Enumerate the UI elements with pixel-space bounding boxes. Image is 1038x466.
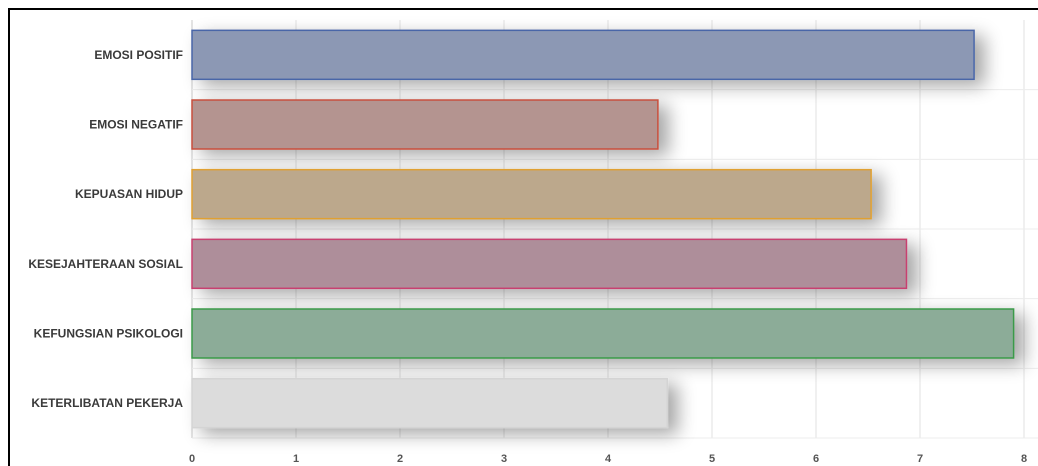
category-label: KESEJAHTERAAN SOSIAL — [28, 257, 183, 271]
category-label: KETERLIBATAN PEKERJA — [31, 396, 183, 410]
category-label: KEPUASAN HIDUP — [75, 187, 183, 201]
gridlines — [191, 20, 1038, 439]
bar — [191, 377, 669, 429]
x-tick-label: 1 — [293, 453, 299, 465]
category-label: EMOSI NEGATIF — [89, 118, 183, 132]
bar — [191, 99, 659, 150]
x-tick-label: 8 — [1021, 453, 1027, 465]
x-tick-label: 4 — [605, 453, 612, 465]
category-label: KEFUNGSIAN PSIKOLOGI — [34, 327, 183, 341]
bars — [191, 29, 1015, 429]
x-tick-label: 0 — [189, 453, 195, 465]
x-tick-label: 7 — [917, 453, 923, 465]
bar — [191, 308, 1015, 359]
category-labels: EMOSI POSITIF EMOSI NEGATIF KEPUASAN HIDUP… — [28, 48, 183, 410]
bar — [191, 168, 872, 220]
chart-frame: EMOSI POSITIF EMOSI NEGATIF KEPUASAN HIDUP… — [8, 8, 1038, 466]
bar — [191, 238, 908, 290]
category-label: EMOSI POSITIF — [94, 48, 183, 62]
x-tick-label: 6 — [813, 453, 819, 465]
bar — [191, 29, 975, 81]
x-axis-ticks: 0123456789 — [189, 453, 1027, 465]
x-tick-label: 3 — [501, 453, 507, 465]
x-tick-label: 2 — [397, 453, 403, 465]
horizontal-bar-chart: EMOSI POSITIF EMOSI NEGATIF KEPUASAN HIDUP… — [28, 20, 1038, 465]
x-tick-label: 5 — [709, 453, 715, 465]
